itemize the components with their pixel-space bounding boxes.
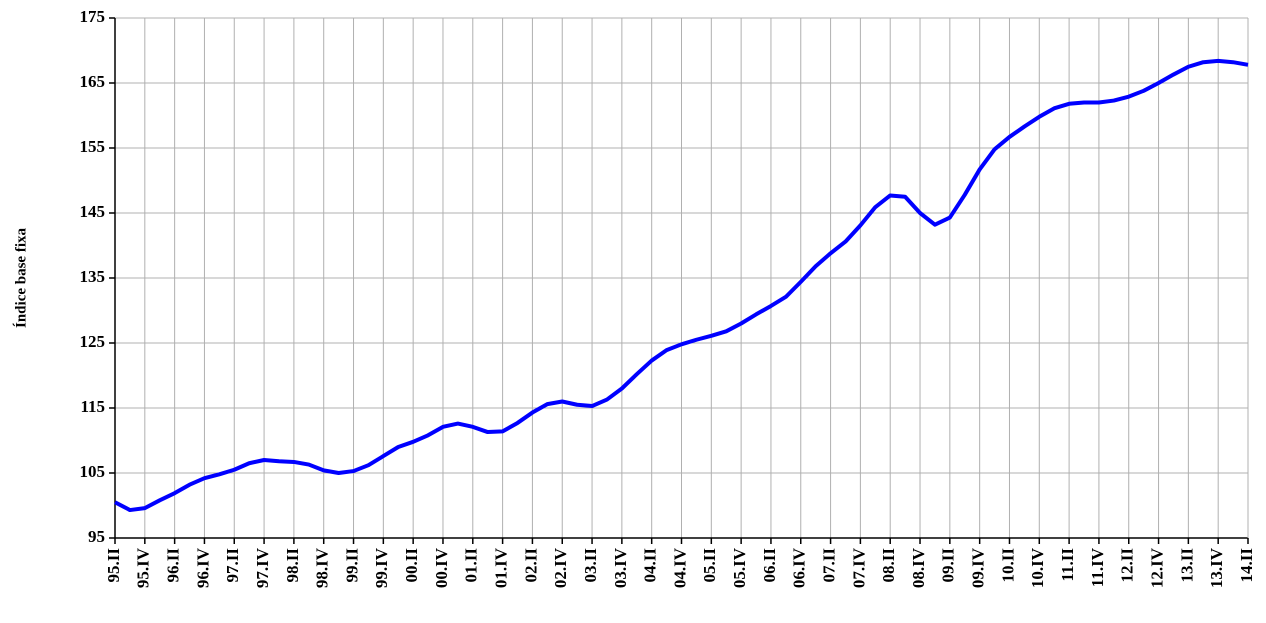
- y-tick-label: 155: [80, 137, 106, 156]
- x-tick-label: 02.IV: [551, 547, 570, 588]
- y-tick-label: 95: [88, 527, 105, 546]
- x-tick-label: 04.II: [641, 548, 660, 583]
- x-tick-label: 10.IV: [1028, 547, 1047, 588]
- x-tick-label: 97.II: [223, 548, 242, 583]
- x-tick-label: 07.IV: [849, 547, 868, 588]
- x-tick-label: 11.II: [1058, 548, 1077, 582]
- y-tick-label: 135: [80, 267, 106, 286]
- x-tick-label: 05.II: [700, 548, 719, 583]
- y-tick-label: 165: [80, 72, 106, 91]
- x-tick-label: 02.II: [521, 548, 540, 583]
- x-tick-label: 96.IV: [193, 547, 212, 588]
- x-tick-label: 01.II: [462, 548, 481, 583]
- x-tick-label: 96.II: [164, 548, 183, 583]
- x-tick-label: 95.II: [104, 548, 123, 583]
- x-tick-label: 06.II: [760, 548, 779, 583]
- x-tick-label: 00.IV: [432, 547, 451, 588]
- x-tick-label: 12.IV: [1147, 547, 1166, 588]
- x-tick-label: 09.II: [939, 548, 958, 583]
- x-tick-label: 08.IV: [909, 547, 928, 588]
- x-tick-label: 99.IV: [372, 547, 391, 588]
- y-axis-title: Índice base fixa: [12, 228, 29, 329]
- x-tick-label: 13.II: [1177, 548, 1196, 583]
- y-tick-label: 105: [80, 462, 106, 481]
- x-tick-label: 03.IV: [611, 547, 630, 588]
- y-tick-label: 175: [80, 7, 106, 26]
- x-tick-label: 06.IV: [790, 547, 809, 588]
- x-tick-label: 12.II: [1118, 548, 1137, 583]
- x-tick-label: 11.IV: [1088, 547, 1107, 587]
- x-tick-label: 13.IV: [1207, 547, 1226, 588]
- x-tick-label: 98.II: [283, 548, 302, 583]
- x-tick-label: 97.IV: [253, 547, 272, 588]
- y-tick-label: 125: [80, 332, 106, 351]
- x-tick-label: 00.II: [402, 548, 421, 583]
- x-tick-label: 10.II: [998, 548, 1017, 583]
- x-tick-label: 95.IV: [134, 547, 153, 588]
- y-tick-label: 115: [80, 397, 105, 416]
- x-tick-label: 98.IV: [313, 547, 332, 588]
- x-tick-label: 01.IV: [492, 547, 511, 588]
- y-tick-label: 145: [80, 202, 106, 221]
- x-tick-label: 09.IV: [969, 547, 988, 588]
- x-tick-label: 05.IV: [730, 547, 749, 588]
- x-tick-label: 99.II: [342, 548, 361, 583]
- x-tick-label: 08.II: [879, 548, 898, 583]
- x-tick-label: 04.IV: [670, 547, 689, 588]
- x-tick-label: 14.II: [1237, 548, 1256, 583]
- x-tick-label: 07.II: [819, 548, 838, 583]
- data-line: [114, 58, 1249, 513]
- x-tick-label: 03.II: [581, 548, 600, 583]
